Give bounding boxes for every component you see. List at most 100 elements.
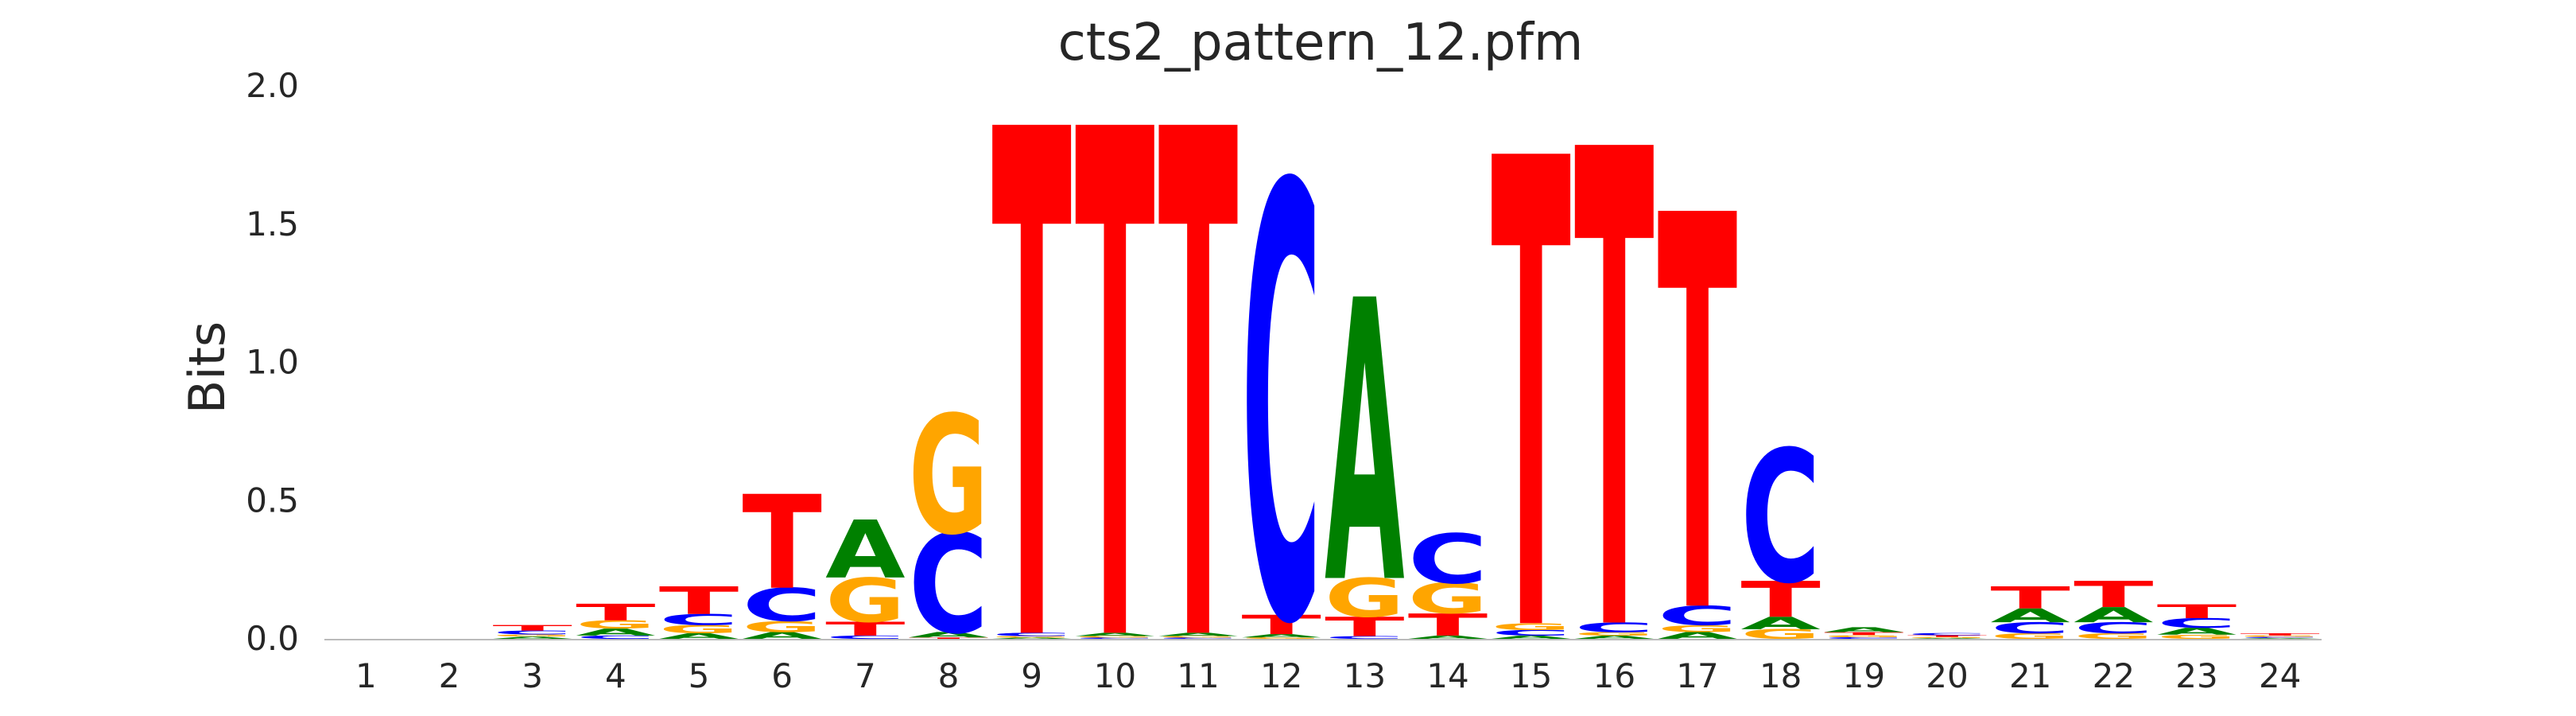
logo-glyph-A: A bbox=[1241, 633, 1321, 639]
logo-glyph-A: A bbox=[1408, 635, 1488, 640]
logo-glyph-T: T bbox=[991, 0, 1072, 716]
logo-glyph-T: T bbox=[825, 618, 906, 640]
x-tick-label: 13 bbox=[1344, 656, 1386, 695]
x-tick-label: 14 bbox=[1426, 656, 1468, 695]
y-tick-label: 1.0 bbox=[246, 343, 299, 382]
logo-glyph-G: G bbox=[909, 381, 988, 571]
logo-glyph-C: C bbox=[1241, 63, 1321, 716]
logo-glyph-C: C bbox=[659, 611, 739, 628]
x-tick-label: 1 bbox=[355, 656, 377, 695]
logo-glyph-G: G bbox=[1574, 632, 1654, 637]
logo-glyph-T: T bbox=[1158, 0, 1239, 716]
x-tick-label: 5 bbox=[689, 656, 710, 695]
logo-glyph-A: A bbox=[825, 504, 906, 597]
x-tick-label: 2 bbox=[439, 656, 460, 695]
logo-glyph-G: G bbox=[1824, 634, 1903, 637]
logo-glyph-A: A bbox=[1325, 220, 1405, 670]
x-tick-label: 12 bbox=[1260, 656, 1302, 695]
logo-glyph-C: C bbox=[991, 632, 1071, 637]
x-tick-label: 16 bbox=[1593, 656, 1635, 695]
logo-glyph-C: C bbox=[742, 579, 821, 632]
logo-glyph-A: A bbox=[1491, 635, 1570, 640]
logo-glyph-C: C bbox=[576, 635, 655, 640]
logo-glyph-T: T bbox=[2074, 574, 2153, 616]
logo-glyph-A: A bbox=[909, 630, 988, 639]
logo-glyph-G: G bbox=[2240, 635, 2319, 637]
x-axis-ticks: 1 2 3 4 5 6 7 8 9 10 11 12 13 14 15 16 17 18 19 20 21 22 23 24 bbox=[355, 656, 2301, 695]
x-tick-label: 7 bbox=[855, 656, 876, 695]
x-tick-label: 9 bbox=[1021, 656, 1042, 695]
logo-glyph-G: G bbox=[1907, 636, 1987, 638]
logo-glyph-A: A bbox=[1824, 626, 1903, 634]
logo-glyph-C: C bbox=[1408, 519, 1488, 599]
logo-glyph-T: T bbox=[492, 624, 572, 632]
logo-glyph-C: C bbox=[1740, 413, 1820, 625]
logo-glyph-A: A bbox=[2240, 638, 2319, 640]
x-tick-label: 3 bbox=[522, 656, 543, 695]
x-tick-label: 18 bbox=[1759, 656, 1802, 695]
x-tick-label: 6 bbox=[771, 656, 793, 695]
logo-glyph-T: T bbox=[1408, 608, 1488, 643]
logo-glyph-A: A bbox=[659, 632, 739, 640]
logo-glyph-C: C bbox=[1491, 628, 1570, 637]
logo-glyph-T: T bbox=[2157, 601, 2237, 623]
logo-glyph-C: C bbox=[1824, 636, 1903, 639]
y-tick-label: 0.5 bbox=[246, 481, 299, 519]
logo-glyph-G: G bbox=[1241, 637, 1321, 640]
logo-glyph-T: T bbox=[1824, 632, 1903, 636]
x-tick-label: 10 bbox=[1094, 656, 1136, 695]
logo-glyph-A: A bbox=[492, 636, 572, 639]
logo-glyph-G: G bbox=[1075, 636, 1154, 638]
logo-glyph-G: G bbox=[825, 566, 905, 636]
x-tick-label: 19 bbox=[1843, 656, 1885, 695]
logo-glyph-G: G bbox=[1325, 568, 1404, 629]
logo-glyph-A: A bbox=[991, 637, 1071, 640]
logo-glyph-G: G bbox=[1658, 623, 1737, 634]
logo-glyph-G: G bbox=[1990, 632, 2070, 640]
x-tick-label: 24 bbox=[2259, 656, 2301, 695]
logo-glyph-A: A bbox=[1075, 632, 1154, 637]
x-tick-label: 11 bbox=[1177, 656, 1219, 695]
x-tick-label: 17 bbox=[1676, 656, 1718, 695]
logo-glyph-G: G bbox=[492, 634, 572, 637]
logo-glyph-A: A bbox=[1990, 605, 2070, 627]
logo-glyph-A: A bbox=[1907, 638, 1987, 640]
logo-glyph-C: C bbox=[1574, 620, 1654, 635]
logo-glyph-G: G bbox=[1408, 575, 1488, 624]
logo-glyph-A: A bbox=[1158, 632, 1238, 637]
logo-glyph-A: A bbox=[1574, 635, 1654, 640]
logo-glyph-A: A bbox=[1658, 630, 1737, 641]
logo-glyph-T: T bbox=[1491, 26, 1571, 716]
x-tick-label: 8 bbox=[938, 656, 960, 695]
logo-glyph-G: G bbox=[576, 618, 655, 632]
logo-glyph-T: T bbox=[2240, 632, 2319, 636]
logo-glyph-C: C bbox=[2157, 616, 2237, 631]
logo-glyph-T: T bbox=[1574, 14, 1655, 716]
logo-glyph-T: T bbox=[1907, 635, 1987, 637]
x-tick-label: 23 bbox=[2175, 656, 2217, 695]
logo-glyph-C: C bbox=[1075, 637, 1154, 640]
logo-glyph-T: T bbox=[659, 578, 739, 623]
logo-glyph-C: C bbox=[1325, 636, 1404, 640]
x-tick-label: 15 bbox=[1510, 656, 1552, 695]
logo-glyph-A: A bbox=[576, 627, 655, 638]
logo-glyph-A: A bbox=[2157, 626, 2237, 637]
y-tick-label: 1.5 bbox=[246, 204, 299, 243]
chart-title: cts2_pattern_12.pfm bbox=[1058, 14, 1584, 72]
x-tick-label: 22 bbox=[2093, 656, 2135, 695]
logo-glyph-T: T bbox=[576, 600, 655, 626]
logo-glyph-G: G bbox=[2074, 632, 2153, 640]
logo-glyph-T: T bbox=[1325, 612, 1405, 643]
logo-glyph-T: T bbox=[1740, 571, 1820, 628]
logo-glyph-G: G bbox=[1491, 621, 1570, 632]
logo-glyph-C: C bbox=[1907, 632, 1987, 636]
logo-glyph-G: G bbox=[2157, 633, 2237, 640]
logo-glyph-T: T bbox=[909, 637, 988, 640]
logo-glyph-A: A bbox=[742, 630, 821, 641]
logo-glyph-T: T bbox=[1241, 610, 1321, 641]
logo-glyph-C: C bbox=[492, 629, 572, 636]
logo-glyph-G: G bbox=[991, 636, 1071, 638]
logo-glyph-G: G bbox=[742, 618, 821, 636]
logo-glyph-G: G bbox=[659, 623, 739, 636]
